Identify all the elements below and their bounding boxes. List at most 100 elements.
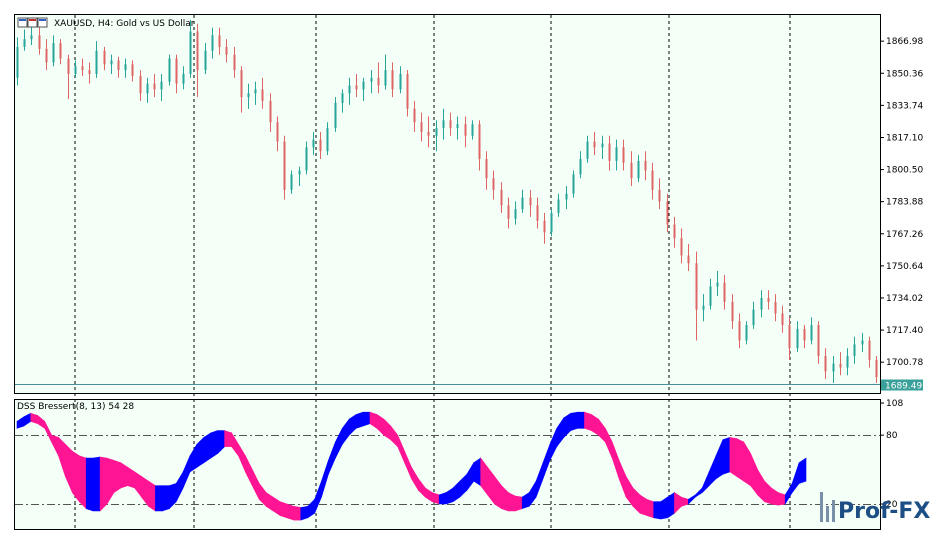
candle-body (52, 43, 55, 63)
dss-band-segment (72, 450, 80, 503)
candle-body (644, 160, 647, 171)
dss-band-segment (210, 430, 218, 459)
candle-body (139, 75, 142, 94)
candle-body (456, 124, 459, 129)
price-axis: 1866.98 1850.36 1833.74 1817.10 1800.50 1783.… (880, 37, 923, 368)
candle-body (507, 205, 510, 219)
candle-body (853, 344, 856, 356)
candle-body (254, 89, 257, 94)
candle-body (67, 58, 70, 74)
candle-body (211, 35, 214, 51)
dss-band-segment (729, 437, 738, 478)
dss-band-segment (120, 462, 128, 489)
price-axis-label: 1817.10 (886, 134, 923, 144)
candle-body (290, 174, 293, 190)
indicator-axis-label: 108 (886, 399, 903, 409)
candle-body (45, 48, 48, 63)
candle-body (767, 298, 770, 302)
candle-body (536, 205, 539, 221)
dss-band-segment (777, 492, 786, 506)
price-axis-label: 1833.74 (886, 101, 923, 111)
dss-bressert-band (16, 411, 807, 521)
price-axis-label: 1734.02 (886, 294, 923, 304)
candle-body (846, 355, 849, 368)
candle-body (305, 147, 308, 171)
candle-body (601, 143, 604, 148)
candle-body (110, 60, 113, 65)
candle-body (861, 340, 864, 345)
candle-body (175, 58, 178, 84)
candle-body (500, 189, 503, 206)
candle-body (752, 309, 755, 326)
candle-body (442, 120, 445, 129)
candle-body (875, 359, 878, 378)
candle-body (745, 325, 748, 341)
candle-body (832, 363, 835, 372)
candle-body (774, 301, 777, 314)
candle-body (550, 213, 553, 233)
candle-body (204, 50, 207, 71)
main-pane-background (15, 15, 880, 393)
dss-band-segment (431, 492, 440, 505)
candle-body (731, 301, 734, 322)
candle-body (680, 238, 683, 256)
candle-body (435, 128, 438, 136)
candle-body (196, 31, 199, 71)
price-axis-label: 1767.26 (886, 230, 923, 240)
dss-band-segment (653, 501, 662, 520)
candle-body (471, 124, 474, 136)
candle-body (16, 46, 19, 78)
candle-body (334, 102, 337, 129)
candle-body (160, 81, 163, 90)
dss-band-segment (514, 495, 523, 512)
price-axis-label: 1800.50 (886, 166, 923, 176)
dss-band-segment (85, 457, 94, 512)
dss-band-segment (438, 492, 447, 505)
candle-body (391, 70, 394, 90)
candle-body (225, 46, 228, 55)
chart-svg[interactable]: 1866.98 1850.36 1833.74 1817.10 1800.50 1783.… (14, 14, 942, 530)
candle-body (695, 263, 698, 310)
dss-band-segment (155, 485, 163, 512)
candle-body (341, 93, 344, 103)
candle-body (593, 141, 596, 148)
price-axis-label: 1850.36 (886, 69, 923, 79)
dss-band-segment (736, 438, 745, 482)
candle-body (673, 224, 676, 239)
dss-band-segment (570, 411, 578, 432)
indicator-axis: 108 80 20 (880, 399, 903, 510)
candle-body (153, 83, 156, 90)
candle-body (796, 328, 799, 349)
candle-body (74, 66, 77, 74)
candle-body (716, 282, 719, 287)
dss-band-segment (99, 456, 108, 512)
candle-body (608, 143, 611, 161)
chart-toolbar-icon[interactable] (17, 17, 48, 28)
candle-body (261, 89, 264, 101)
candle-body (312, 139, 315, 148)
candle-body (521, 197, 524, 210)
indicator-title: DSS Bressert(8, 13) 54 28 (17, 402, 134, 412)
indicator-axis-label: 20 (886, 500, 898, 510)
candle-body (485, 158, 488, 179)
candle-body (146, 83, 149, 94)
dss-band-segment (667, 492, 675, 519)
dss-band-segment (203, 432, 212, 464)
candle-body (738, 321, 741, 341)
candle-body (420, 122, 423, 132)
candle-body (124, 64, 127, 71)
price-axis-label: 1866.98 (886, 37, 923, 47)
candle-body (117, 60, 120, 71)
chart-window[interactable]: 1866.98 1850.36 1833.74 1817.10 1800.50 1783.… (14, 14, 942, 530)
logo-bar-icon (820, 492, 823, 522)
current-price-label: 1689.49 (885, 382, 922, 392)
candle-body (723, 282, 726, 302)
dss-band-segment (584, 411, 592, 432)
candle-body (23, 39, 26, 47)
price-axis-label: 1750.64 (886, 262, 923, 272)
candle-body (709, 286, 712, 306)
candle-body (817, 325, 820, 356)
candle-body (406, 73, 409, 109)
candle-body (658, 189, 661, 202)
dss-band-segment (113, 459, 122, 494)
